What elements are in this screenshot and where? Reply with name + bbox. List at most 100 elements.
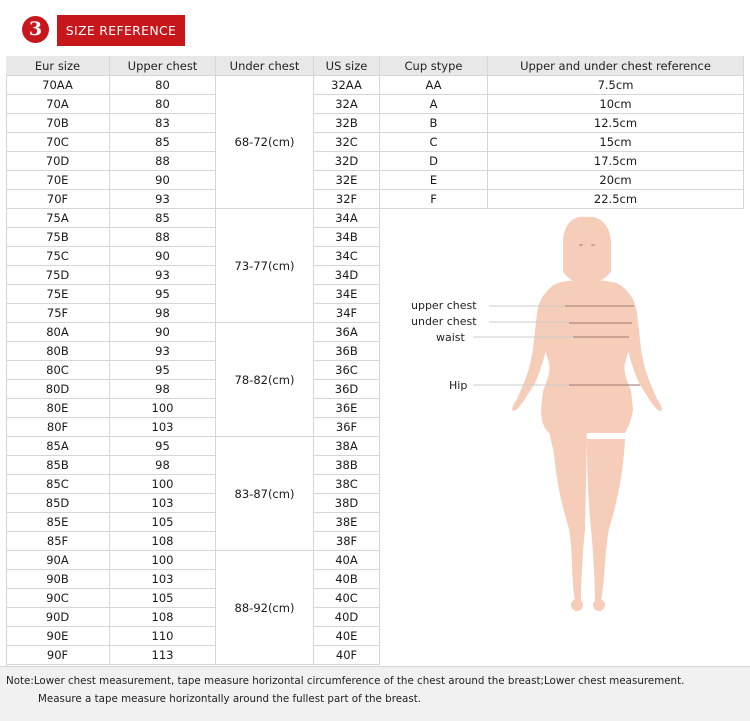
eur-size-cell: 90E bbox=[6, 627, 110, 646]
waist-label: waist bbox=[436, 331, 465, 344]
upper-chest-cell: 113 bbox=[110, 646, 216, 665]
torso-shape bbox=[539, 280, 635, 433]
upper-chest-cell: 95 bbox=[110, 285, 216, 304]
upper-chest-cell: 93 bbox=[110, 342, 216, 361]
us-size-cell: 34B bbox=[314, 228, 380, 247]
eur-size-cell: 90B bbox=[6, 570, 110, 589]
header-us: US size bbox=[314, 56, 380, 76]
us-size-cell: 38D bbox=[314, 494, 380, 513]
eur-size-cell: 75E bbox=[6, 285, 110, 304]
cup-style-cell: D bbox=[380, 152, 488, 171]
head-shape bbox=[571, 225, 603, 269]
chest-reference-cell: 7.5cm bbox=[488, 76, 744, 95]
cup-style-cell: A bbox=[380, 95, 488, 114]
upper-chest-cell: 98 bbox=[110, 304, 216, 323]
upper-chest-cell: 93 bbox=[110, 190, 216, 209]
us-size-cell: 36E bbox=[314, 399, 380, 418]
header-eur: Eur size bbox=[6, 56, 110, 76]
us-size-cell: 32C bbox=[314, 133, 380, 152]
eur-size-cell: 80E bbox=[6, 399, 110, 418]
us-size-cell: 34E bbox=[314, 285, 380, 304]
us-size-cell: 40A bbox=[314, 551, 380, 570]
us-size-cell: 32AA bbox=[314, 76, 380, 95]
upper-chest-cell: 105 bbox=[110, 513, 216, 532]
eur-size-cell: 75A bbox=[6, 209, 110, 228]
us-size-cell: 40B bbox=[314, 570, 380, 589]
eur-size-cell: 85E bbox=[6, 513, 110, 532]
upper-chest-cell: 93 bbox=[110, 266, 216, 285]
section-title: SIZE REFERENCE bbox=[57, 15, 185, 46]
left-leg-lower bbox=[553, 439, 587, 601]
under-chest-group: 88-92(cm) bbox=[216, 551, 314, 665]
under-chest-group: 73-77(cm) bbox=[216, 209, 314, 323]
upper-chest-cell: 98 bbox=[110, 456, 216, 475]
right-leg-lower bbox=[587, 439, 625, 601]
header-cup: Cup stype bbox=[380, 56, 488, 76]
us-size-cell: 32F bbox=[314, 190, 380, 209]
us-size-cell: 36B bbox=[314, 342, 380, 361]
chest-reference-cell: 22.5cm bbox=[488, 190, 744, 209]
upper-chest-cell: 103 bbox=[110, 570, 216, 589]
eur-size-cell: 70C bbox=[6, 133, 110, 152]
eur-size-cell: 80B bbox=[6, 342, 110, 361]
section-header: 3 SIZE REFERENCE bbox=[0, 0, 750, 56]
eur-size-cell: 90C bbox=[6, 589, 110, 608]
us-size-cell: 38A bbox=[314, 437, 380, 456]
cup-style-cell: B bbox=[380, 114, 488, 133]
chest-reference-cell: 15cm bbox=[488, 133, 744, 152]
under-chest-label: under chest bbox=[411, 315, 477, 328]
upper-chest-cell: 80 bbox=[110, 76, 216, 95]
upper-chest-cell: 95 bbox=[110, 437, 216, 456]
eur-size-cell: 70A bbox=[6, 95, 110, 114]
upper-chest-cell: 90 bbox=[110, 247, 216, 266]
upper-chest-cell: 83 bbox=[110, 114, 216, 133]
upper-chest-cell: 100 bbox=[110, 551, 216, 570]
note-line-2: Measure a tape measure horizontally arou… bbox=[38, 693, 422, 705]
eur-size-cell: 85F bbox=[6, 532, 110, 551]
hip-label: Hip bbox=[449, 379, 468, 392]
eur-size-cell: 80F bbox=[6, 418, 110, 437]
chest-reference-cell: 17.5cm bbox=[488, 152, 744, 171]
upper-chest-cell: 95 bbox=[110, 361, 216, 380]
upper-chest-cell: 98 bbox=[110, 380, 216, 399]
upper-chest-cell: 85 bbox=[110, 209, 216, 228]
under-chest-group: 83-87(cm) bbox=[216, 437, 314, 551]
right-arm-shape bbox=[623, 289, 662, 411]
us-size-cell: 38E bbox=[314, 513, 380, 532]
eur-size-cell: 70D bbox=[6, 152, 110, 171]
chest-reference-cell: 20cm bbox=[488, 171, 744, 190]
upper-chest-cell: 108 bbox=[110, 532, 216, 551]
under-chest-group: 78-82(cm) bbox=[216, 323, 314, 437]
upper-chest-cell: 88 bbox=[110, 152, 216, 171]
right-foot-shape bbox=[593, 599, 605, 611]
step-number-badge: 3 bbox=[22, 16, 49, 43]
eur-size-cell: 70E bbox=[6, 171, 110, 190]
eur-size-cell: 85C bbox=[6, 475, 110, 494]
note-line-1: Note:Lower chest measurement, tape measu… bbox=[6, 675, 685, 687]
header-ref: Upper and under chest reference bbox=[488, 56, 744, 76]
eur-size-cell: 70AA bbox=[6, 76, 110, 95]
upper-chest-cell: 100 bbox=[110, 475, 216, 494]
cup-style-cell: C bbox=[380, 133, 488, 152]
us-size-cell: 32D bbox=[314, 152, 380, 171]
chest-reference-cell: 12.5cm bbox=[488, 114, 744, 133]
upper-chest-cell: 80 bbox=[110, 95, 216, 114]
body-measurement-figure: upper chest under chest waist Hip bbox=[383, 209, 743, 665]
cup-style-cell: F bbox=[380, 190, 488, 209]
chest-reference-cell: 10cm bbox=[488, 95, 744, 114]
us-size-cell: 32A bbox=[314, 95, 380, 114]
eur-size-cell: 75B bbox=[6, 228, 110, 247]
upper-chest-cell: 100 bbox=[110, 399, 216, 418]
eur-size-cell: 85D bbox=[6, 494, 110, 513]
us-size-cell: 40C bbox=[314, 589, 380, 608]
us-size-cell: 36F bbox=[314, 418, 380, 437]
eur-size-cell: 90F bbox=[6, 646, 110, 665]
us-size-cell: 36C bbox=[314, 361, 380, 380]
us-size-cell: 32B bbox=[314, 114, 380, 133]
eur-size-cell: 75F bbox=[6, 304, 110, 323]
us-size-cell: 34A bbox=[314, 209, 380, 228]
neck-shape bbox=[579, 265, 595, 283]
cup-style-cell: E bbox=[380, 171, 488, 190]
us-size-cell: 34D bbox=[314, 266, 380, 285]
us-size-cell: 32E bbox=[314, 171, 380, 190]
